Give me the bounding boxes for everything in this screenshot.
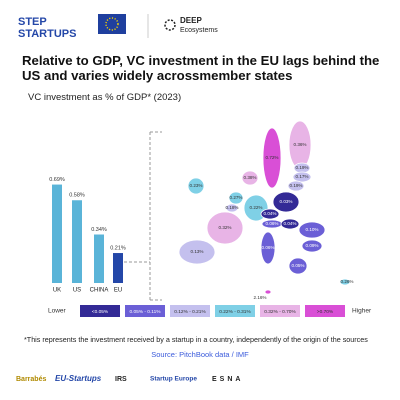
legend-label: 0.05% - 0.11% — [129, 309, 161, 315]
region-label: 0.19% — [289, 183, 302, 188]
region-label: 0.38% — [243, 175, 256, 180]
category-label: US — [73, 288, 81, 294]
map-region — [262, 127, 282, 189]
region-label: 0.18% — [225, 205, 238, 210]
region-label: 0.27% — [229, 195, 242, 200]
bar — [52, 184, 62, 283]
region-label: 0.04% — [263, 211, 276, 216]
legend-label: 0.12% - 0.21% — [174, 309, 206, 315]
region-label: 0.22% — [249, 205, 262, 210]
category-label: CHINA — [90, 288, 109, 294]
map-region — [206, 211, 244, 245]
footer-logo: ESNA — [212, 376, 243, 383]
region-label: 0.36% — [293, 142, 306, 147]
bar — [94, 234, 104, 283]
region-label: 0.17% — [295, 174, 308, 179]
legend-label: 0.32% - 0.70% — [264, 309, 296, 315]
logo-text: Ecosystems — [180, 27, 218, 34]
eu-flag — [98, 14, 126, 34]
legend-swatch — [305, 305, 345, 317]
region-label: 0.19% — [295, 165, 308, 170]
map-region — [225, 203, 239, 213]
legend-swatch — [215, 305, 255, 317]
chart-title: Relative to GDP, VC investment in the EU… — [22, 53, 380, 83]
region-label: 0.04% — [283, 221, 296, 226]
region-label: 0.72% — [265, 155, 278, 160]
footer-logo: Barrabés — [16, 376, 46, 383]
region-label: 0.09% — [305, 243, 318, 248]
legend-swatch — [125, 305, 165, 317]
value-label: 0.58% — [69, 193, 85, 199]
value-label: 0.69% — [49, 177, 65, 183]
map-region — [272, 191, 300, 213]
map-region — [187, 177, 205, 195]
map-region — [264, 289, 272, 295]
value-label: 0.21% — [110, 245, 126, 251]
eu-stars — [105, 17, 119, 31]
legend-swatch — [260, 305, 300, 317]
region-label: 0.05% — [291, 263, 304, 268]
category-label: UK — [53, 288, 61, 294]
region-label: 0.03% — [279, 199, 292, 204]
footer-logo: IRS — [115, 376, 127, 383]
region-label: 0.13% — [190, 249, 203, 254]
footnote: *This represents the investment received… — [24, 335, 368, 344]
logo-text: STARTUPS — [18, 28, 76, 40]
region-label: 2.16% — [253, 295, 266, 300]
map-region — [280, 218, 300, 230]
deep-icon — [164, 19, 176, 31]
logo-text: STEP — [18, 16, 47, 28]
region-label: 0.23% — [189, 183, 202, 188]
map-region — [260, 231, 276, 265]
legend-low: Lower — [48, 308, 67, 315]
map-region — [228, 191, 244, 205]
region-label: 0.10% — [305, 227, 318, 232]
bar — [113, 253, 123, 283]
map-region — [288, 257, 308, 275]
map-region — [241, 170, 259, 186]
logo-text: DEEP — [180, 16, 202, 25]
value-label: 0.34% — [91, 227, 107, 233]
region-label: 0.06% — [265, 221, 278, 226]
legend-swatch — [170, 305, 210, 317]
legend-label: >0.70% — [317, 309, 334, 315]
map-region — [298, 221, 326, 239]
region-label: 0.06% — [261, 245, 274, 250]
legend-label: <0.05% — [92, 309, 109, 315]
map-region — [339, 278, 351, 286]
region-label: 0.32% — [218, 225, 231, 230]
bar — [72, 200, 82, 283]
map-region — [287, 180, 305, 192]
category-label: EU — [114, 288, 122, 294]
region-label: 0.26% — [340, 279, 353, 284]
footer-logo: EU-Startups — [55, 374, 102, 383]
map-region — [292, 171, 312, 183]
map-region — [301, 239, 323, 253]
source: Source: PitchBook data / IMF — [151, 350, 249, 359]
legend-swatch — [80, 305, 120, 317]
legend-label: 0.22% - 0.31% — [219, 309, 251, 315]
chart-subtitle: VC investment as % of GDP* (2023) — [28, 92, 182, 103]
map-region — [260, 208, 280, 220]
legend-high: Higher — [352, 308, 372, 315]
map-region — [178, 239, 216, 265]
footer-logo: Startup Europe — [150, 376, 197, 383]
